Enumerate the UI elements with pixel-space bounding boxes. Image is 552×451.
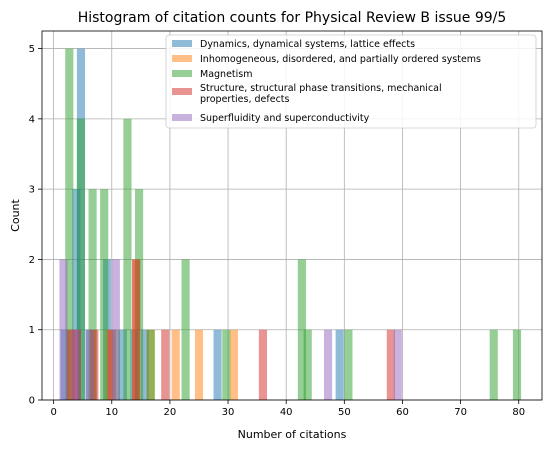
legend-swatch [172,70,192,77]
histogram-bar [303,329,312,400]
legend: Dynamics, dynamical systems, lattice eff… [165,34,537,129]
chart-title: Histogram of citation counts for Physica… [78,10,507,26]
legend-entry-line: properties, defects [200,94,290,105]
histogram-bar [66,329,75,400]
x-tick-label: 30 [222,407,235,418]
x-tick-label: 60 [396,407,409,418]
histogram-bar [213,329,222,400]
bars-layer [59,48,522,400]
y-axis-label: Count [9,198,22,231]
histogram-bar [194,329,204,400]
x-tick-label: 0 [50,407,56,418]
histogram-bar [171,329,180,400]
y-tick-label: 1 [29,325,35,336]
x-tick-label: 70 [454,407,467,418]
histogram-bar [386,329,395,400]
series-4-bars [59,259,402,400]
x-tick-label: 10 [105,407,118,418]
histogram-bar [85,329,94,400]
histogram-bar [161,329,170,400]
y-tick-label: 5 [29,44,35,55]
histogram-bar [229,329,238,400]
histogram-bar [71,329,80,400]
histogram-bar [335,329,344,400]
histogram-bar [258,329,267,400]
histogram-bar [76,118,86,400]
histogram-bar [140,329,149,400]
histogram-bar [181,259,190,400]
legend-entry-line: Structure, structural phase transitions,… [200,83,442,94]
histogram-bar [100,189,109,400]
histogram-bar [72,189,81,400]
histogram-bar [222,329,231,400]
legend-box [165,34,537,129]
histogram-bar [132,259,141,400]
histogram-bar [111,259,120,400]
histogram-bar [393,329,402,400]
y-tick-label: 2 [29,255,35,266]
ticks-layer: 0 10 20 30 40 50 60 70 80 0 1 2 3 4 5 [29,44,525,418]
histogram-bar [489,329,498,400]
x-tick-label: 40 [280,407,293,418]
legend-swatch [172,40,192,47]
plot-frame [41,30,543,401]
x-axis-label: Number of citations [238,428,347,441]
y-tick-label: 4 [29,114,35,125]
histogram-bar [59,259,68,400]
histogram-bar [90,329,99,400]
histogram-bar [323,329,333,400]
x-tick-label: 50 [338,407,351,418]
legend-entry-label: Inhomogeneous, disordered, and partially… [200,54,481,65]
histogram-bar [65,48,74,400]
x-tick-label: 80 [512,407,525,418]
y-tick-label: 3 [29,185,35,196]
histogram-bar [344,329,353,400]
histogram-bar [118,329,127,400]
histogram-bar [297,259,306,400]
x-tick-label: 20 [164,407,177,418]
histogram-bar [512,329,522,400]
y-tick-label: 0 [29,396,35,407]
legend-entry-label: Structure, structural phase transitions,… [200,83,442,105]
legend-entry-label: Dynamics, dynamical systems, lattice eff… [200,39,415,50]
legend-swatch [172,55,192,62]
legend-entry-label: Superfluidity and superconductivity [200,113,370,124]
legend-entry-label: Magnetism [200,69,252,80]
histogram-bar [146,329,155,400]
legend-swatch [172,88,192,95]
histogram-bar [88,189,97,400]
legend-swatch [172,114,192,121]
histogram-bar [123,118,132,400]
